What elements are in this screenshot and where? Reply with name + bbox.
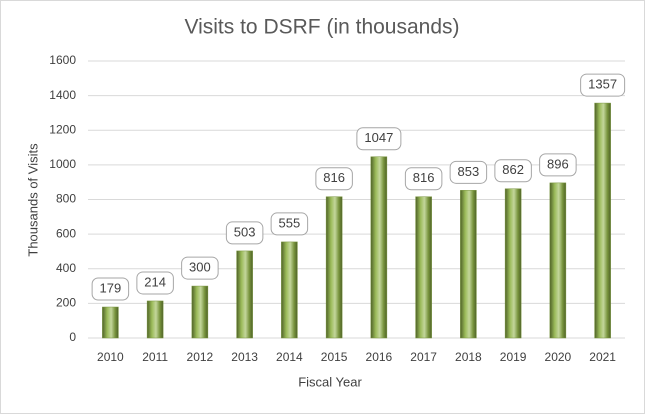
data-label: 503 xyxy=(234,224,256,239)
data-label-box xyxy=(580,73,626,97)
x-tick-label: 2018 xyxy=(455,350,482,364)
data-label: 300 xyxy=(189,260,211,275)
data-label-box xyxy=(91,277,130,301)
x-tick-label: 2021 xyxy=(589,350,616,364)
x-axis-label: Fiscal Year xyxy=(298,374,362,389)
data-label: 1047 xyxy=(364,130,393,145)
bar xyxy=(236,250,253,339)
data-label-box xyxy=(449,160,488,184)
data-label-box xyxy=(494,159,532,183)
x-tick-label: 2013 xyxy=(231,350,258,364)
bar xyxy=(460,190,477,339)
y-tick-label: 1400 xyxy=(49,88,76,102)
data-label-box xyxy=(136,271,174,295)
data-label: 862 xyxy=(502,162,524,177)
y-tick-label: 600 xyxy=(56,226,76,240)
data-label-box xyxy=(181,256,219,280)
x-tick-label: 2014 xyxy=(276,350,303,364)
bar xyxy=(594,102,611,339)
bar xyxy=(325,196,343,339)
x-tick-label: 2016 xyxy=(366,350,393,364)
data-label-box xyxy=(404,167,443,191)
bar xyxy=(281,241,298,339)
data-label: 816 xyxy=(413,170,435,185)
bar xyxy=(504,188,522,339)
data-label: 1357 xyxy=(588,77,617,92)
data-label-box xyxy=(225,221,264,245)
data-label-box xyxy=(270,212,309,236)
bar xyxy=(415,196,432,339)
x-tick-label: 2017 xyxy=(410,350,437,364)
x-tick-label: 2010 xyxy=(97,350,124,364)
y-tick-label: 0 xyxy=(69,330,76,344)
data-label-box xyxy=(315,167,353,191)
y-tick-label: 800 xyxy=(56,192,76,206)
data-label: 853 xyxy=(458,164,480,179)
y-tick-label: 400 xyxy=(56,261,76,275)
y-tick-label: 1200 xyxy=(49,122,76,136)
x-tick-label: 2020 xyxy=(545,350,572,364)
y-tick-label: 1600 xyxy=(49,53,76,67)
data-label: 179 xyxy=(100,280,122,295)
data-label: 555 xyxy=(279,215,301,230)
x-tick-label: 2011 xyxy=(142,350,168,364)
data-label-box xyxy=(356,127,402,151)
bar xyxy=(146,300,164,339)
data-label: 816 xyxy=(323,170,345,185)
bar xyxy=(370,156,388,339)
bar xyxy=(102,306,119,339)
chart-title: Visits to DSRF (in thousands) xyxy=(184,16,459,39)
data-label: 214 xyxy=(144,274,166,289)
x-tick-label: 2015 xyxy=(321,350,348,364)
data-label: 896 xyxy=(547,156,569,171)
y-axis-label: Thousands of Visits xyxy=(25,143,40,257)
bar xyxy=(549,182,567,339)
x-tick-label: 2012 xyxy=(187,350,214,364)
x-tick-label: 2019 xyxy=(500,350,527,364)
data-label-box xyxy=(539,153,577,177)
bar xyxy=(191,285,209,339)
y-tick-label: 200 xyxy=(56,296,76,310)
y-tick-label: 1000 xyxy=(49,157,76,171)
